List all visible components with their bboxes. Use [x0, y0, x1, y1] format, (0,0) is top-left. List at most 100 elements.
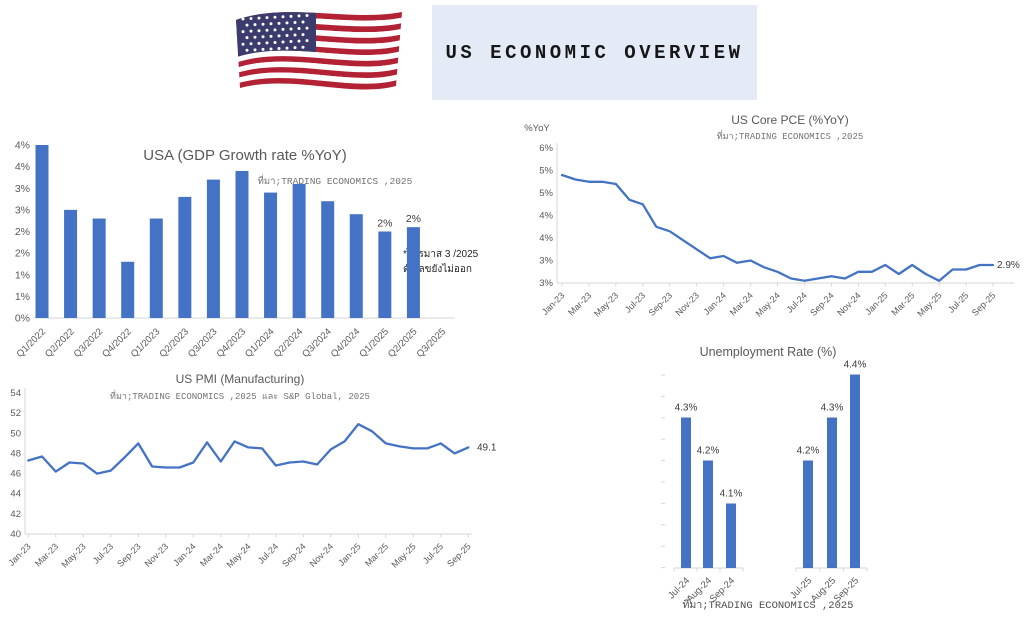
data-line [560, 173, 995, 282]
flag-star [285, 33, 289, 37]
core-pce-chart-source: ที่มา;TRADING ECONOMICS ,2025 [716, 132, 864, 142]
flag-star [305, 39, 309, 43]
gdp-bar [121, 261, 135, 318]
page-title: US ECONOMIC OVERVIEW [445, 41, 744, 64]
flag-star [265, 16, 269, 20]
y-tick-label: 5% [539, 166, 553, 177]
flag-star [245, 36, 249, 40]
flag-stripe [239, 72, 397, 84]
y-tick-label: 50 [10, 428, 21, 439]
x-tick-label: Nov-23 [143, 541, 171, 569]
x-tick-label: Jan-23 [6, 541, 33, 568]
flag-star [277, 34, 281, 38]
y-tick-label: 44 [10, 489, 21, 500]
flag-star [273, 28, 277, 32]
x-tick-label: May-24 [754, 290, 782, 318]
x-tick-label: May-25 [915, 290, 943, 318]
pmi-chart-source: ที่มา;TRADING ECONOMICS ,2025 และ S&P Gl… [110, 392, 370, 402]
flag-star [289, 14, 293, 18]
y-tick-label: 4% [15, 161, 30, 173]
flag-star [265, 41, 269, 45]
y-tick-label: 0% [15, 313, 30, 325]
flag-star [265, 28, 269, 32]
bar-data-label: 2% [406, 213, 421, 225]
y-tick-label: 6% [539, 143, 553, 154]
flag-star [281, 27, 285, 31]
flag-star [297, 14, 301, 18]
x-tick-label: Q4/2024 [329, 326, 363, 360]
x-tick-label: Jul-24 [784, 290, 808, 314]
y-tick-label: 3% [15, 183, 30, 195]
line-end-label: 49.1 [477, 442, 497, 453]
gdp-chart-title: USA (GDP Growth rate %YoY) [143, 147, 347, 164]
bar-data-label: 4.4% [844, 360, 867, 371]
unemployment-chart-title: Unemployment Rate (%) [699, 345, 837, 359]
y-tick-label: 3% [539, 256, 553, 267]
flag-star [261, 35, 265, 39]
x-tick-label: Mar-23 [566, 290, 593, 317]
flag-star [245, 23, 249, 27]
flag-star [241, 30, 245, 34]
y-tick-label: 40 [10, 529, 21, 540]
x-tick-label: Jan-25 [336, 541, 363, 568]
flag-star [305, 13, 309, 17]
x-tick-label: Jul-23 [91, 541, 115, 565]
gdp-bar [378, 231, 392, 318]
unemployment-chart: Unemployment Rate (%) 4.3% Jul-24 4.2% Aug-… [590, 335, 1000, 618]
us-flag-icon [236, 12, 402, 90]
x-tick-label: Sep-24 [808, 290, 836, 318]
flag-star [305, 26, 309, 30]
x-tick-label: Jan-24 [702, 290, 729, 317]
x-tick-label: Sep-23 [115, 541, 143, 569]
y-tick-label: 46 [10, 469, 21, 480]
gdp-bar [64, 209, 78, 318]
title-banner: US ECONOMIC OVERVIEW [432, 5, 757, 100]
x-tick-label: Jul-25 [946, 290, 970, 314]
y-tick-label: 1% [15, 291, 30, 303]
gdp-plot: 0%1%1%2%2%3%3%4%4%Q1/2022Q2/2022Q3/2022Q… [15, 140, 455, 360]
flag-star [297, 27, 301, 31]
flag-star [289, 40, 293, 44]
x-tick-label: Sep-25 [445, 541, 473, 569]
gdp-bar [264, 192, 278, 318]
flag-star [293, 33, 297, 37]
line-end-label: 2.9% [997, 260, 1020, 271]
unemployment-bar [726, 503, 736, 568]
bar-data-label: 2% [377, 218, 392, 230]
unemployment-bar [850, 374, 860, 568]
x-tick-label: Sep-23 [647, 290, 675, 318]
flag-stripe [238, 56, 399, 68]
y-tick-label: 52 [10, 408, 21, 419]
flag-star [241, 42, 245, 46]
x-tick-label: Sep-24 [280, 541, 308, 569]
gdp-bar [206, 179, 220, 318]
bar-data-label: 4.3% [821, 403, 844, 414]
flag-star [289, 27, 293, 31]
gdp-bar [292, 183, 306, 318]
x-tick-label: Q3/2025 [415, 326, 449, 360]
y-tick-label: 1% [15, 269, 30, 281]
flag-star [249, 17, 253, 21]
flag-star [285, 21, 289, 25]
y-tick-label: 4% [539, 233, 553, 244]
x-tick-label: Q3/2024 [300, 326, 334, 360]
y-tick-label: 2% [15, 226, 30, 238]
flag-star [277, 47, 281, 51]
flag-stripe [239, 67, 398, 79]
flag-star [285, 46, 289, 50]
flag-star [281, 40, 285, 44]
x-tick-label: Jul-23 [623, 290, 647, 314]
x-tick-label: Q1/2022 [15, 326, 49, 360]
unemployment-bar [803, 460, 813, 568]
flag-stripe [239, 78, 397, 90]
flag-star [253, 23, 257, 27]
y-tick-label: 54 [10, 388, 21, 399]
x-tick-label: Q4/2022 [100, 326, 134, 360]
x-tick-label: May-23 [592, 290, 620, 318]
gdp-chart-source: ที่มา;TRADING ECONOMICS ,2025 [257, 176, 413, 187]
x-tick-label: Mar-25 [363, 541, 390, 568]
gdp-annotation-line2: ตัวเลขยังไม่ออก [403, 263, 472, 275]
x-tick-label: Jul-25 [421, 541, 445, 565]
